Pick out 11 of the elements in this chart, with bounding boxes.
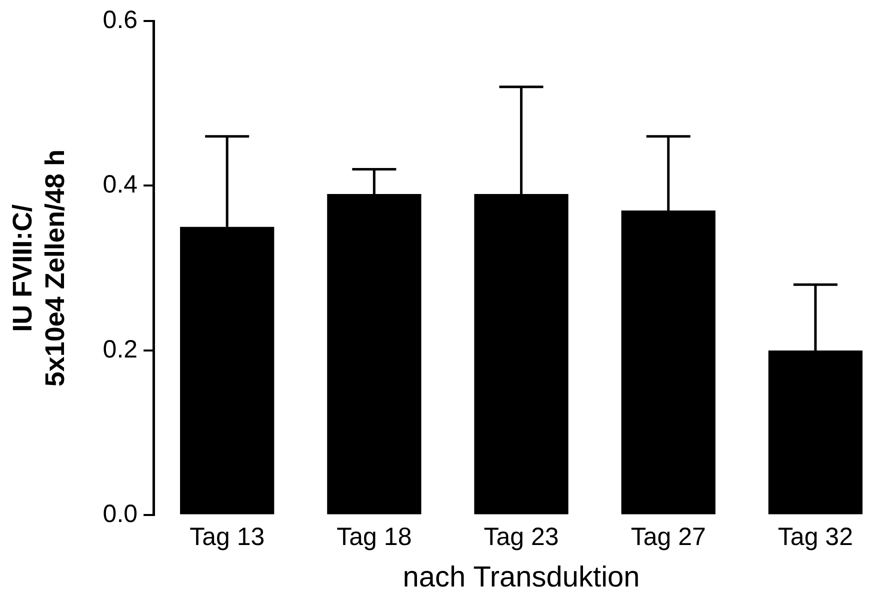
- x-tick-label: Tag 23: [484, 523, 559, 552]
- y-tick-label: 0.2: [102, 335, 138, 364]
- x-tick-label: Tag 32: [778, 523, 853, 552]
- x-axis-title: nach Transduktion: [402, 562, 640, 594]
- y-tick-label: 0.4: [102, 170, 138, 199]
- y-tick-label: 0.0: [102, 500, 138, 528]
- x-tick-label: Tag 27: [630, 523, 706, 552]
- x-tick-label: Tag 13: [190, 523, 265, 552]
- y-axis-title: IU FVIII:C/ 5x10e4 Zellen/48 h: [8, 150, 70, 387]
- y-tick-label: 0.6: [102, 6, 138, 34]
- x-tick-label: Tag 18: [336, 523, 412, 552]
